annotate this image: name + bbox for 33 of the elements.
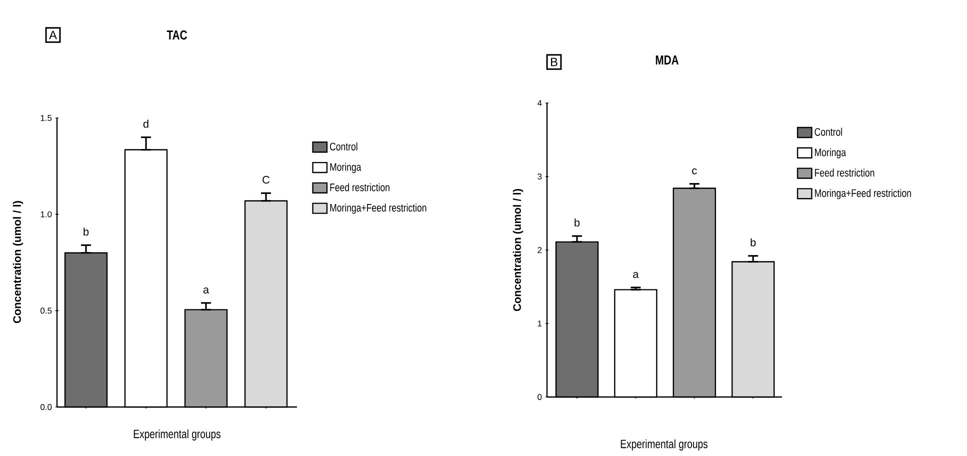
text: A bbox=[49, 30, 57, 40]
y-tick-label: 0 bbox=[538, 394, 542, 400]
data-label: d bbox=[143, 120, 148, 128]
legend-label: Moringa bbox=[330, 162, 362, 174]
y-tick-label: 0.5 bbox=[40, 308, 52, 314]
y-axis-title: Concentration (umol / l) bbox=[512, 189, 524, 312]
chart-title: MDA bbox=[656, 56, 679, 64]
data-label: c bbox=[692, 168, 697, 174]
data-label: b bbox=[750, 238, 756, 246]
text: B bbox=[551, 58, 558, 66]
x-axis-title: Experimental groups bbox=[134, 429, 220, 441]
legend-label: Moringa+Feed restriction bbox=[330, 204, 426, 214]
x-axis-title: Experimental groups bbox=[620, 439, 708, 451]
y-tick-label: 1 bbox=[538, 320, 542, 326]
y-tick-label: 4 bbox=[537, 100, 542, 106]
legend-label: Moringa+Feed restriction bbox=[815, 188, 911, 200]
legend-label: Control bbox=[814, 128, 842, 136]
data-label: b bbox=[574, 218, 580, 227]
y-tick-label: 1.5 bbox=[40, 115, 52, 121]
legend-label: Control bbox=[330, 142, 358, 150]
y-axis-title: Concentration (umol / l) bbox=[12, 201, 24, 324]
y-tick-label: 1.0 bbox=[40, 211, 52, 218]
legend-label: Feed restriction bbox=[815, 168, 874, 177]
y-tick-label: 0.0 bbox=[40, 404, 52, 410]
data-label: b bbox=[84, 228, 89, 236]
data-label: a bbox=[633, 272, 639, 278]
legend-label: Moringa bbox=[815, 148, 846, 158]
data-label: a bbox=[203, 287, 210, 294]
y-tick-label: 3 bbox=[538, 174, 542, 180]
data-label: C bbox=[262, 176, 270, 184]
chart-title: TAC bbox=[166, 30, 187, 40]
legend-label: Feed restriction bbox=[330, 183, 390, 192]
y-tick-label: 2 bbox=[538, 247, 542, 253]
